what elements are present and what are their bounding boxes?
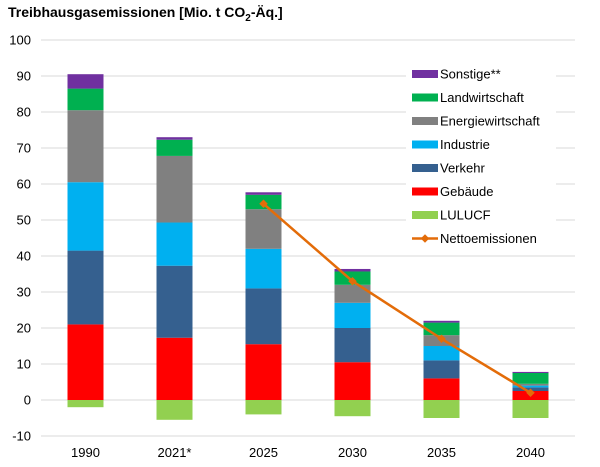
y-tick-label: 40 bbox=[17, 249, 31, 264]
bar-segment-lulucf bbox=[334, 400, 371, 417]
bar-segment-lulucf bbox=[245, 400, 282, 415]
bar-segment-gebäude bbox=[245, 344, 282, 400]
y-tick-label: 50 bbox=[17, 213, 31, 228]
legend-swatch bbox=[412, 187, 438, 196]
bar-segment-sonstige- bbox=[67, 74, 104, 89]
y-tick-label: 90 bbox=[17, 69, 31, 84]
line-path bbox=[262, 202, 532, 394]
bar-segment-sonstige- bbox=[334, 268, 371, 272]
x-tick-label: 2030 bbox=[338, 445, 367, 460]
legend-label: LULUCF bbox=[440, 208, 491, 223]
y-tick-label: 60 bbox=[17, 177, 31, 192]
y-axis-tick-labels: -10 0 10 20 30 40 50 60 70 80 90 100 bbox=[9, 33, 31, 444]
line-point bbox=[526, 388, 535, 398]
x-tick-label: 1990 bbox=[71, 445, 100, 460]
bar-segment-landwirtschaft bbox=[512, 373, 549, 384]
x-tick-label: 2035 bbox=[427, 445, 456, 460]
y-tick-label: -10 bbox=[12, 429, 31, 444]
line-point bbox=[348, 276, 357, 286]
legend-swatch bbox=[412, 164, 438, 172]
legend-label: Gebäude bbox=[440, 184, 494, 199]
legend-swatch bbox=[412, 140, 438, 149]
bar-segment-verkehr bbox=[156, 265, 193, 338]
bar-segment-sonstige- bbox=[245, 192, 282, 195]
legend-marker bbox=[420, 234, 430, 243]
bar-segment-lulucf bbox=[423, 400, 460, 418]
y-tick-label: 10 bbox=[17, 357, 31, 372]
line-point bbox=[259, 199, 268, 209]
x-tick-label: 2021* bbox=[158, 445, 192, 460]
legend-label: Verkehr bbox=[440, 161, 485, 176]
legend-swatch bbox=[412, 117, 438, 125]
bar-segment-industrie bbox=[156, 222, 193, 266]
bar-segment-landwirtschaft bbox=[156, 139, 193, 156]
chart-title-suffix: -Äq.] bbox=[250, 4, 283, 20]
bar-segment-energiewirtschaft bbox=[512, 383, 549, 386]
chart-title: Treibhausgasemissionen [Mio. t CO2-Äq.] bbox=[8, 4, 283, 24]
bar-segment-verkehr bbox=[334, 328, 371, 363]
legend-entry: Gebäude bbox=[412, 184, 494, 199]
bar-segment-industrie bbox=[334, 302, 371, 328]
y-tick-label: 20 bbox=[17, 321, 31, 336]
legend-entry: Verkehr bbox=[412, 161, 485, 176]
legend-background bbox=[406, 60, 556, 254]
chart-title-subscript: 2 bbox=[245, 12, 251, 24]
bar-segment-sonstige- bbox=[423, 320, 460, 323]
legend-label: Sonstige** bbox=[440, 67, 501, 82]
legend-swatch bbox=[412, 93, 438, 102]
legend-entry: Energiewirtschaft bbox=[412, 114, 540, 129]
chart-title-main: Treibhausgasemissionen [Mio. t CO bbox=[8, 4, 246, 20]
legend: Sonstige** Landwirtschaft Energiewirtschaf… bbox=[406, 60, 556, 254]
legend-label: Landwirtschaft bbox=[440, 90, 524, 105]
legend-entry: Industrie bbox=[412, 137, 490, 152]
y-tick-label: 70 bbox=[17, 141, 31, 156]
bar-segment-sonstige- bbox=[156, 137, 193, 140]
bar-segment-landwirtschaft bbox=[423, 322, 460, 336]
bar-segment-landwirtschaft bbox=[67, 88, 104, 111]
bar-segment-energiewirtschaft bbox=[334, 284, 371, 303]
x-tick-label: 2025 bbox=[249, 445, 278, 460]
bar-segment-verkehr bbox=[245, 288, 282, 345]
bar-segment-energiewirtschaft bbox=[156, 155, 193, 223]
y-tick-label: 0 bbox=[24, 393, 31, 408]
legend-entry: Sonstige** bbox=[412, 67, 501, 82]
y-tick-label: 80 bbox=[17, 105, 31, 120]
x-axis-tick-labels: 1990 2021* 2025 2030 2035 2040 bbox=[71, 445, 545, 460]
y-tick-label: 30 bbox=[17, 285, 31, 300]
y-tick-label: 100 bbox=[9, 33, 31, 48]
bar-segment-verkehr bbox=[423, 360, 460, 379]
legend-label: Energiewirtschaft bbox=[440, 114, 540, 129]
bar-segment-lulucf bbox=[67, 400, 104, 408]
legend-swatch bbox=[412, 211, 438, 219]
net-emissions-line bbox=[259, 199, 535, 398]
line-point bbox=[437, 334, 446, 344]
legend-label: Nettoemissionen bbox=[440, 231, 537, 246]
bar-segment-energiewirtschaft bbox=[67, 110, 104, 183]
legend-entry: Landwirtschaft bbox=[412, 90, 524, 105]
bar-segment-industrie bbox=[245, 248, 282, 289]
x-tick-label: 2040 bbox=[516, 445, 545, 460]
bar-segment-lulucf bbox=[512, 400, 549, 418]
legend-entry: LULUCF bbox=[412, 208, 491, 223]
bar-segment-industrie bbox=[512, 385, 549, 388]
bar-segment-gebäude bbox=[423, 378, 460, 400]
legend-label: Industrie bbox=[440, 137, 490, 152]
bar-segment-gebäude bbox=[334, 362, 371, 400]
legend-entry: Nettoemissionen bbox=[412, 231, 537, 246]
bar-segment-sonstige- bbox=[512, 371, 549, 373]
bar-segment-industrie bbox=[67, 182, 104, 251]
bar-segment-lulucf bbox=[156, 400, 193, 420]
legend-swatch bbox=[412, 70, 438, 78]
bar-segment-industrie bbox=[423, 346, 460, 361]
bar-segment-gebäude bbox=[156, 337, 193, 400]
bar-segment-verkehr bbox=[67, 250, 104, 325]
bar-segment-gebäude bbox=[67, 324, 104, 400]
